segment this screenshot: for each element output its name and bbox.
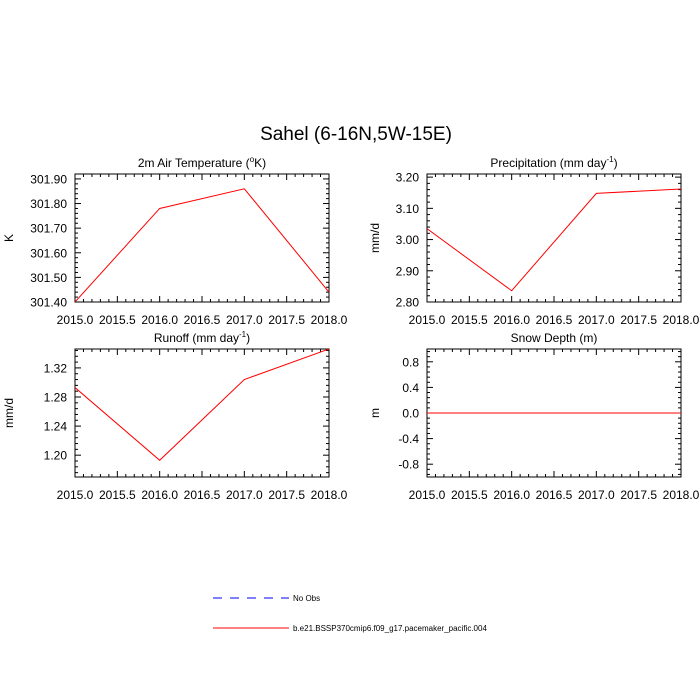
y-tick-label: 2.90	[396, 264, 420, 278]
y-tick-label: 301.70	[30, 222, 67, 236]
panel-title: Precipitation (mm day-1)	[490, 155, 617, 170]
y-tick-label: 301.80	[30, 197, 67, 211]
panel-4: 2015.0 2015.5 2016.0 2016.5 2017.0 2017.5 2018…	[368, 331, 700, 502]
y-tick-label: 301.50	[30, 271, 67, 285]
x-tick-label: 2018.0	[311, 313, 348, 327]
x-tick-label: 2016.0	[493, 313, 530, 327]
legend-label: b.e21.BSSP370cmip6.f09_g17.pacemaker_pac…	[293, 624, 487, 633]
y-tick-label: 0.4	[402, 381, 419, 395]
legend: No Obs b.e21.BSSP370cmip6.f09_g17.pacemak…	[213, 594, 487, 633]
y-tick-label: 1.20	[44, 449, 68, 463]
series-line	[75, 349, 329, 461]
plot-frame	[426, 173, 682, 303]
y-axis-label: m	[368, 408, 382, 418]
y-tick-label: 3.00	[396, 233, 420, 247]
panel-2: 2015.0 2015.5 2016.0 2016.5 2017.0 2017.5 2018…	[368, 155, 700, 327]
panel-title: Runoff (mm day-1)	[154, 330, 250, 345]
y-axis-label: mm/d	[2, 398, 16, 428]
x-tick-label: 2015.5	[99, 488, 136, 502]
x-tick-label: 2016.0	[493, 488, 530, 502]
x-tick-label: 2015.0	[409, 488, 446, 502]
x-tick-label: 2018.0	[663, 488, 700, 502]
panels: 2015.0 2015.5 2016.0 2016.5 2017.0 2017.5 2018…	[2, 155, 700, 502]
panel-3: 2015.0 2015.5 2016.0 2016.5 2017.0 2017.5 2018…	[2, 330, 348, 502]
x-tick-label: 2017.5	[268, 313, 305, 327]
y-tick-label: 1.28	[44, 391, 68, 405]
y-tick-label: 0.8	[402, 355, 419, 369]
x-tick-label: 2016.5	[184, 488, 221, 502]
x-tick-label: 2017.5	[620, 313, 657, 327]
panel-1: 2015.0 2015.5 2016.0 2016.5 2017.0 2017.5 2018…	[2, 155, 348, 327]
x-tick-label: 2018.0	[311, 488, 348, 502]
x-tick-label: 2016.5	[536, 313, 573, 327]
y-tick-label: 1.32	[44, 361, 68, 375]
x-tick-label: 2015.0	[57, 488, 94, 502]
y-tick-label: 301.90	[30, 172, 67, 186]
x-tick-label: 2017.0	[578, 488, 615, 502]
panel-title: Snow Depth (m)	[511, 331, 598, 345]
y-tick-label: 0.0	[402, 407, 419, 421]
x-tick-label: 2015.5	[451, 313, 488, 327]
x-tick-label: 2015.0	[57, 313, 94, 327]
y-tick-label: 3.20	[396, 171, 420, 185]
x-tick-label: 2017.0	[226, 488, 263, 502]
x-tick-label: 2017.0	[578, 313, 615, 327]
y-tick-label: 3.10	[396, 202, 420, 216]
figure-title: Sahel (6-16N,5W-15E)	[260, 124, 452, 145]
y-tick-label: 2.80	[396, 296, 420, 310]
x-tick-label: 2015.0	[409, 313, 446, 327]
plot-frame	[74, 173, 330, 303]
x-tick-label: 2017.0	[226, 313, 263, 327]
x-tick-label: 2016.5	[184, 313, 221, 327]
plot-frame	[74, 348, 330, 478]
y-axis-label: mm/d	[368, 223, 382, 253]
x-tick-label: 2017.5	[620, 488, 657, 502]
x-tick-label: 2016.5	[536, 488, 573, 502]
x-tick-label: 2018.0	[663, 313, 700, 327]
y-tick-label: 1.24	[44, 420, 68, 434]
y-axis-label: K	[2, 234, 16, 242]
x-tick-label: 2016.0	[141, 488, 178, 502]
x-tick-label: 2015.5	[451, 488, 488, 502]
series-line	[427, 188, 681, 292]
y-tick-label: -0.4	[398, 432, 419, 446]
y-tick-label: 301.40	[30, 296, 67, 310]
x-tick-label: 2017.5	[268, 488, 305, 502]
x-tick-label: 2015.5	[99, 313, 136, 327]
y-tick-label: -0.8	[398, 458, 419, 472]
x-tick-label: 2016.0	[141, 313, 178, 327]
legend-label: No Obs	[293, 594, 320, 603]
y-tick-label: 301.60	[30, 246, 67, 260]
series-line	[75, 188, 329, 302]
panel-title: 2m Air Temperature (oK)	[138, 155, 266, 170]
